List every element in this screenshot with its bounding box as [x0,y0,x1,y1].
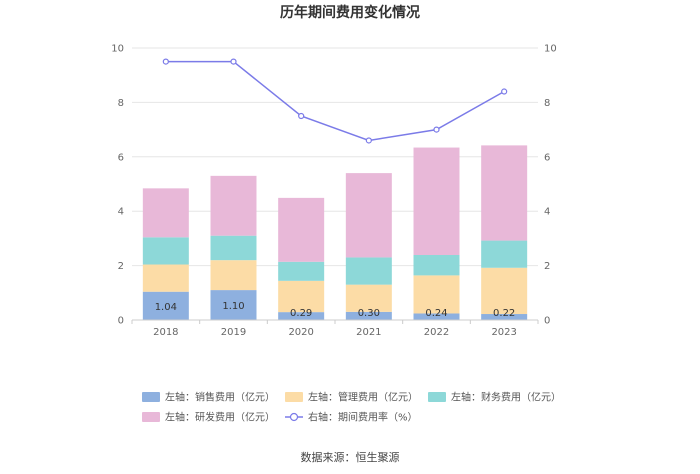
source-note: 数据来源：恒生聚源 [301,450,400,464]
bar-segment [142,237,189,265]
legend-label: 左轴：财务费用（亿元） [451,391,561,404]
bar-value-label: 1.10 [222,301,244,312]
legend-label: 右轴：期间费用率（%） [308,411,418,424]
rate-point [230,58,237,65]
bar-segment [481,267,528,315]
bar-segment [481,314,528,320]
y-right-tick-label: 0 [544,316,550,327]
bar-value-label: 1.04 [155,302,177,313]
bar-segment [413,147,460,255]
right-axis: 0 2 4 6 8 10 [544,44,557,327]
bar-segment [345,257,392,285]
legend-label: 左轴：销售费用（亿元） [165,391,275,404]
legend-swatch [142,392,160,402]
y-left-tick-label: 8 [118,98,124,109]
y-left-tick-label: 6 [118,152,124,163]
bar-value-label: 0.22 [493,308,515,319]
bar-value-label: 0.30 [358,308,380,319]
legend-label: 左轴：研发费用（亿元） [165,411,275,424]
bar-segment [210,260,257,291]
bar-segment [345,284,392,312]
left-axis: 0 2 4 6 8 10 [111,44,124,327]
bar-segment [481,145,528,241]
bar-segment [481,240,528,268]
legend-swatch [285,392,303,402]
bars [142,145,528,320]
data-labels: 1.04 1.10 0.29 0.30 0.24 0.22 [155,301,516,319]
rate-line-path [165,60,505,142]
bar-value-label: 0.24 [425,308,447,319]
grid [132,47,538,321]
x-tick-label: 2020 [288,327,313,338]
legend-swatch [428,392,446,402]
rate-point [162,58,169,65]
bar-segment [210,175,257,236]
x-axis: 2018 2019 2020 2021 2022 2023 [131,319,539,338]
x-tick-label: 2019 [221,327,246,338]
rate-line [162,58,508,144]
legend-marker [289,412,299,422]
legend: 左轴：销售费用（亿元） 左轴：管理费用（亿元） 左轴：财务费用（亿元） 左轴：研发费用… [142,391,561,424]
y-left-tick-label: 2 [118,261,124,272]
y-right-tick-label: 2 [544,261,550,272]
bar-segment [278,261,325,281]
rate-point [365,137,372,144]
bar-segment [142,188,189,238]
y-right-tick-label: 4 [544,207,550,218]
chart-title: 历年期间费用变化情况 [280,4,420,21]
rate-point [501,88,508,95]
bar-segment [345,311,392,320]
rate-point [298,112,305,120]
bar-segment [210,290,257,320]
x-tick-label: 2022 [424,327,449,338]
y-right-tick-label: 8 [544,98,550,109]
bar-segment [413,313,460,320]
x-tick-label: 2021 [356,327,381,338]
rate-point [433,126,440,133]
y-left-tick-label: 0 [118,316,124,327]
bar-segment [413,254,460,276]
legend-label: 左轴：管理费用（亿元） [308,391,418,404]
bar-segment [278,280,325,313]
bar-segment [210,235,257,261]
bar-segment [142,291,189,320]
x-tick-label: 2023 [491,327,516,338]
bar-segment [413,275,460,314]
y-left-tick-label: 4 [118,207,124,218]
bar-value-label: 0.29 [290,308,312,319]
y-right-tick-label: 6 [544,152,550,163]
y-right-tick-label: 10 [544,44,557,55]
bar-segment [278,197,325,262]
legend-swatch [142,412,160,422]
bar-segment [142,264,189,292]
bar-segment [278,312,325,320]
y-left-tick-label: 10 [111,44,124,55]
x-tick-label: 2018 [153,327,178,338]
bar-segment [345,173,392,258]
